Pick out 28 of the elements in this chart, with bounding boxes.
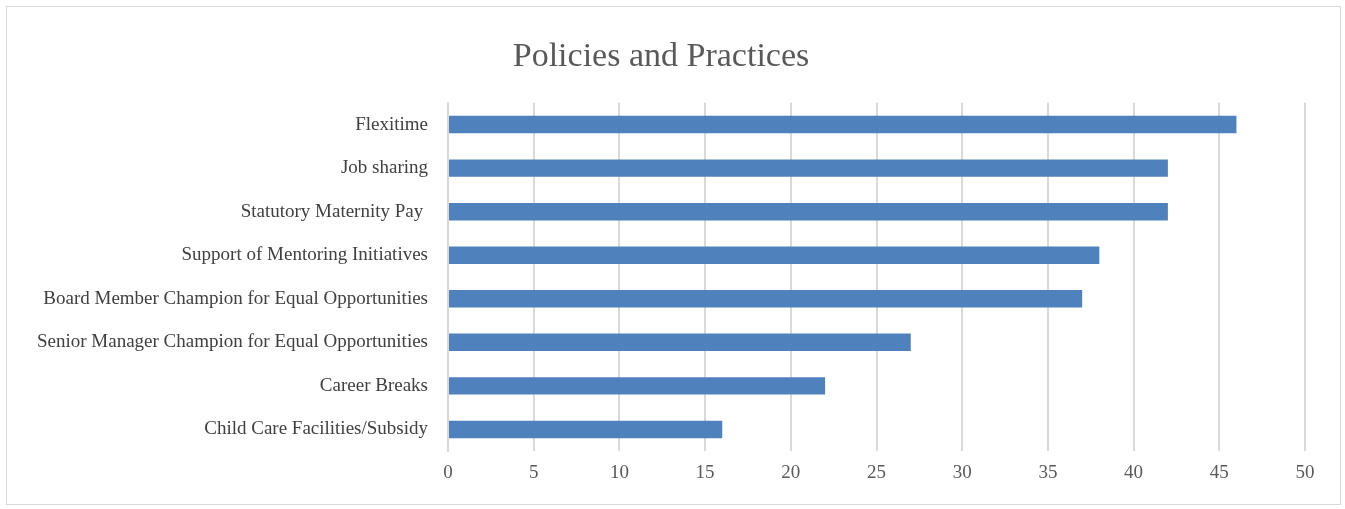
y-tick-label: Job sharing — [340, 156, 429, 178]
y-tick-label: Statutory Maternity Pay — [240, 199, 428, 221]
x-tick-label: 20 — [781, 460, 801, 482]
x-tick-label: 10 — [609, 460, 629, 482]
y-tick-label: Career Breaks — [319, 373, 428, 395]
y-tick-label: Flexitime — [355, 112, 428, 134]
chart-title: Policies and Practices — [512, 36, 810, 74]
x-tick-label: 30 — [952, 460, 972, 482]
x-tick-label: 35 — [1038, 460, 1058, 482]
x-tick-label: 50 — [1295, 460, 1315, 482]
x-tick-label: 0 — [443, 460, 453, 482]
bar — [449, 159, 1168, 177]
bar — [449, 333, 911, 352]
y-tick-label: Support of Mentoring Initiatives — [181, 243, 428, 265]
x-tick-label: 40 — [1124, 460, 1144, 482]
bar — [449, 115, 1237, 134]
bar — [449, 290, 1083, 308]
x-tick-label: 15 — [695, 460, 715, 482]
bar — [449, 246, 1100, 264]
bar — [449, 377, 826, 395]
y-tick-label: Child Care Facilities/Subsidy — [204, 417, 429, 439]
x-tick-label: 45 — [1209, 460, 1229, 482]
y-tick-label: Senior Manager Champion for Equal Opportunities — [36, 330, 428, 352]
x-tick-label: 25 — [867, 460, 886, 482]
bar — [449, 420, 723, 439]
y-tick-label: Board Member Champion for Equal Opportunities — [43, 286, 428, 308]
bar — [449, 202, 1168, 221]
x-tick-label: 5 — [528, 460, 539, 482]
